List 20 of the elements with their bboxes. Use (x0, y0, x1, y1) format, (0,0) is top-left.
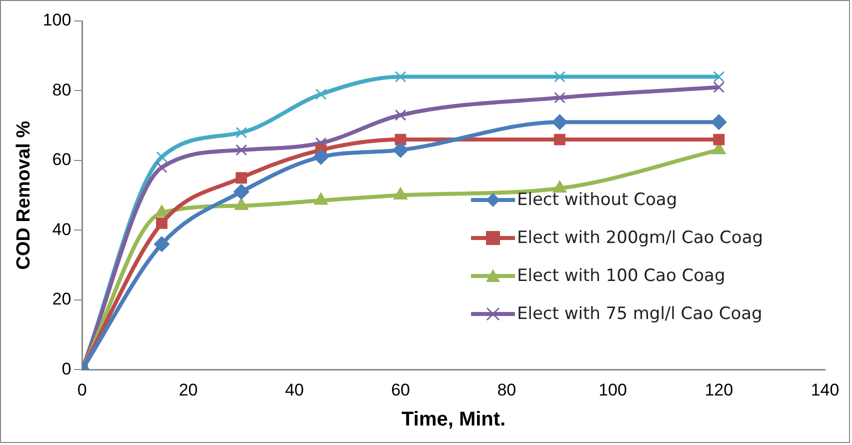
y-tick-label: 0 (62, 359, 72, 378)
x-tick-label: 120 (704, 380, 734, 400)
x-axis-title: Time, Mint. (402, 408, 506, 431)
legend-label: Elect with 200gm/l Cao Coag (517, 228, 764, 248)
x-tick-label: 20 (178, 380, 198, 400)
y-tick-label: 100 (42, 10, 72, 30)
x-tick-label: 60 (391, 380, 410, 400)
x-tick-label: 100 (598, 380, 627, 400)
y-axis-title: COD Removal % (14, 120, 35, 270)
x-tick-label: 140 (810, 380, 840, 400)
legend-label: Elect with 75 mgl/l Cao Coag (517, 304, 762, 324)
y-tick-label: 80 (52, 80, 72, 100)
x-tick-label: 80 (497, 380, 516, 400)
legend-label: Elect without Coag (517, 190, 678, 210)
y-tick-label: 20 (52, 290, 72, 309)
x-tick-label: 0 (77, 380, 87, 400)
legend-label: Elect with 100 Cao Coag (517, 266, 726, 286)
y-tick-label: 60 (52, 150, 72, 170)
x-tick-label: 40 (284, 380, 304, 400)
y-tick-label: 40 (52, 220, 72, 239)
